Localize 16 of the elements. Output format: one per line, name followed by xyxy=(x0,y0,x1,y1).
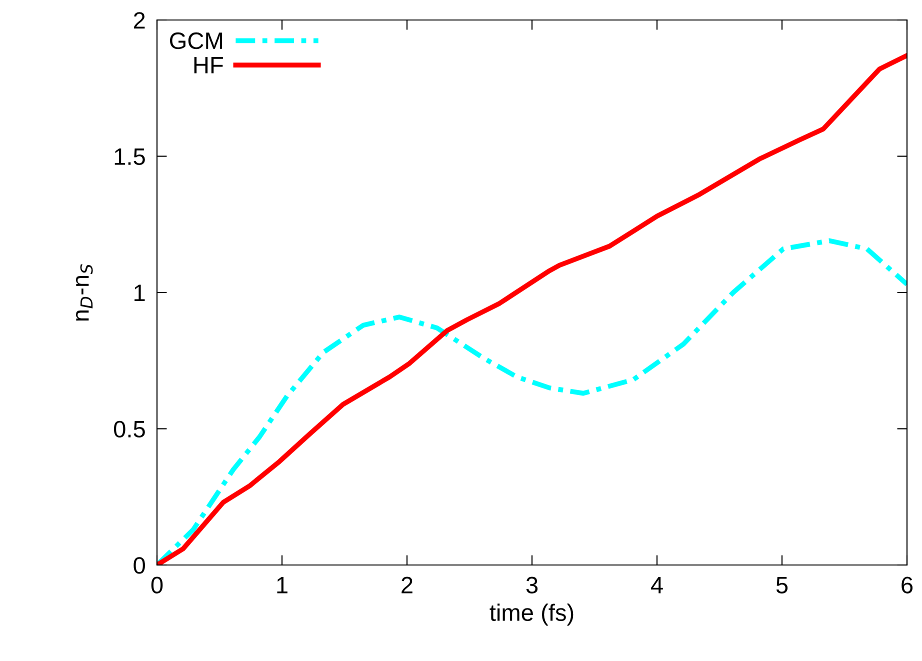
x-axis-title: time (fs) xyxy=(490,604,574,626)
y-tick-label: 0 xyxy=(134,557,145,574)
x-tick-label: 0 xyxy=(151,576,163,594)
x-tick-label: 6 xyxy=(902,576,913,594)
y-tick-label: 0.5 xyxy=(114,420,145,438)
legend-label: HF xyxy=(194,57,223,74)
x-tick-label: 5 xyxy=(776,576,788,594)
legend-label: GCM xyxy=(170,32,222,50)
x-tick-label: 4 xyxy=(650,576,663,594)
x-tick-label: 3 xyxy=(526,576,538,594)
y-tick-label: 1 xyxy=(134,284,145,302)
x-tick-label: 1 xyxy=(277,576,288,594)
x-tick-label: 2 xyxy=(402,576,412,594)
y-tick-label: 1.5 xyxy=(114,148,145,166)
y-tick-label: 2 xyxy=(134,12,145,29)
y-axis-title: n$_{D}$-n$_{S}$ xyxy=(76,264,93,321)
